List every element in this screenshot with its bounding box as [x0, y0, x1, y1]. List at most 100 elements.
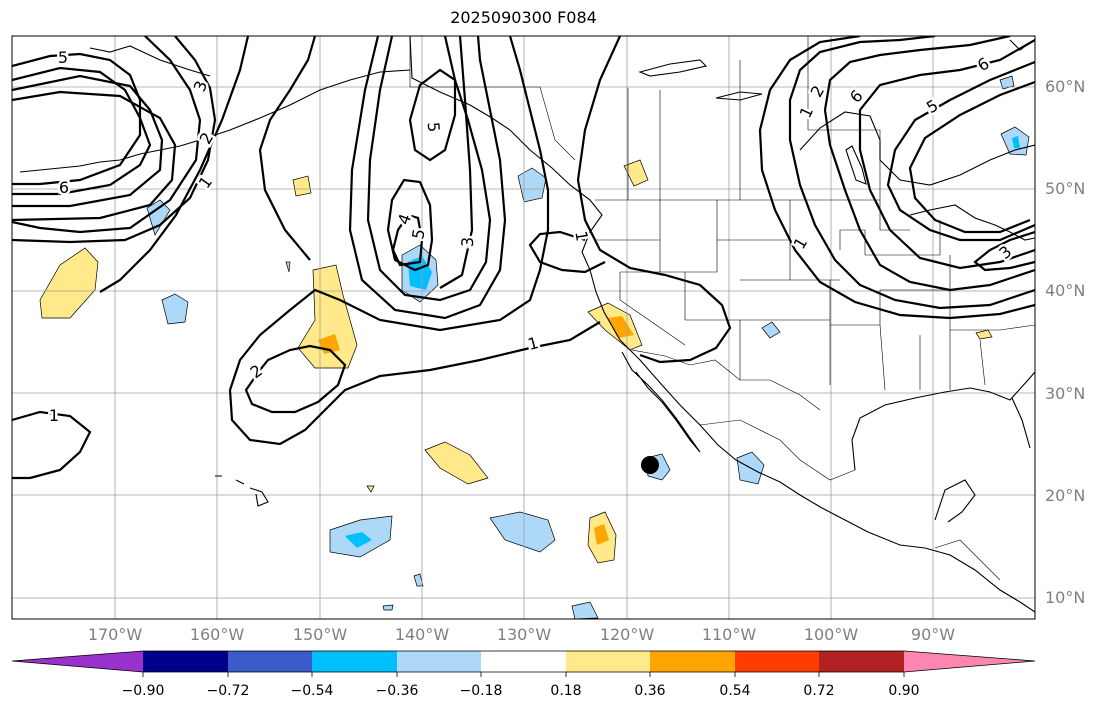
political-boundaries [409, 36, 1035, 581]
negative-anomaly [413, 573, 424, 587]
canada-province-border [627, 36, 881, 200]
longitude-label: 110°W [701, 625, 757, 644]
contour-line [348, 36, 507, 320]
arctic-island [638, 59, 708, 77]
bering-coastline [89, 45, 211, 77]
contour-label: 5 [424, 121, 444, 133]
negative-anomaly [161, 293, 189, 325]
us-canada-border [595, 199, 910, 231]
negative-anomaly [517, 167, 547, 203]
contour-label: 3 [458, 237, 477, 248]
positive-anomaly [975, 329, 993, 340]
contour-label: 2 [807, 82, 829, 100]
map-frame [11, 35, 1036, 620]
colorbar-tick-label: −0.90 [121, 683, 165, 699]
colorbar-tick-label: −0.54 [290, 683, 334, 699]
contour-line [99, 36, 250, 293]
contour-label: 1 [571, 229, 591, 242]
longitude-label: 120°W [599, 625, 655, 644]
colorbar-swatch-upper-extension [904, 651, 1035, 672]
baja-california-coastline [621, 351, 701, 453]
colorbar-swatch [650, 651, 735, 672]
contour-line [228, 36, 601, 446]
contour-line [788, 36, 1035, 310]
location-marker[interactable] [641, 456, 659, 474]
map-title: 2025090300 F084 [450, 8, 597, 27]
contour-label: 2 [247, 361, 266, 382]
latitude-label: 20°N [1045, 486, 1086, 505]
latitude-label: 50°N [1045, 179, 1086, 198]
contour-line [386, 178, 434, 272]
contour-line [12, 90, 177, 222]
colorbar-tick-label: 0.72 [803, 683, 835, 699]
contour-line [886, 60, 1035, 242]
colorbar-swatch [397, 651, 481, 672]
positive-anomaly [424, 441, 489, 485]
island [845, 145, 867, 185]
contour-line [12, 36, 202, 234]
florida-coastline [1011, 397, 1031, 449]
longitude-label: 130°W [496, 625, 552, 644]
contour-line [908, 80, 1035, 234]
colorbar-tick-label: 0.36 [634, 683, 666, 699]
positive-anomaly [39, 247, 99, 319]
contour-label: 4 [394, 211, 415, 227]
hawaii-islands [215, 475, 269, 507]
contour-label: 6 [974, 54, 992, 76]
colorbar-swatch [228, 651, 312, 672]
colorbar-swatch [735, 651, 819, 672]
colorbar-tick-label: −0.36 [375, 683, 419, 699]
aleutian-chain [19, 145, 181, 173]
contour-line [576, 36, 732, 364]
colorbar-tick-label: 0.90 [888, 683, 920, 699]
colorbar-tick-label: −0.72 [206, 683, 250, 699]
positive-anomaly [366, 485, 375, 493]
negative-anomaly [382, 604, 394, 611]
contour-line [528, 230, 606, 274]
contour-line [823, 36, 1035, 292]
central-america-border [934, 539, 1001, 581]
north-america-coastline [409, 36, 1035, 613]
colorbar-swatch-lower-extension [12, 651, 143, 672]
anomaly-shading [39, 75, 1030, 619]
contour-line [439, 36, 474, 289]
contour-line [258, 36, 317, 261]
contour-line [12, 36, 217, 244]
colorbar-tick-label: 0.54 [719, 683, 751, 699]
contour-label: 6 [846, 86, 867, 107]
colorbar-swatch [566, 651, 650, 672]
contour-line [391, 213, 424, 267]
longitude-label: 140°W [394, 625, 450, 644]
hudson-bay-coastline [799, 111, 1035, 186]
colorbar-swatch [143, 651, 228, 672]
longitude-label: 100°W [803, 625, 859, 644]
contour-label: 1 [790, 234, 812, 252]
contour-line [408, 68, 457, 162]
contour-label: 5 [408, 227, 428, 240]
colorbar-tick-label: −0.18 [459, 683, 503, 699]
mexico-state-border [699, 419, 856, 481]
negative-anomaly [285, 261, 291, 273]
colorbar-swatch [481, 651, 566, 672]
contour-line [758, 36, 1035, 320]
longitude-label: 150°W [292, 625, 348, 644]
positive-anomaly [623, 159, 649, 187]
us-state-border [596, 200, 1035, 391]
latitude-label: 10°N [1045, 588, 1086, 607]
contour-label: 3 [190, 78, 211, 94]
negative-anomaly [408, 256, 432, 290]
contour-label: 1 [526, 333, 541, 354]
colorbar-swatch [312, 651, 397, 672]
contour-line [12, 74, 164, 208]
alaska-coastline [179, 69, 411, 147]
longitude-label: 170°W [87, 625, 143, 644]
contour-label: 5 [58, 48, 68, 67]
contour-line [973, 230, 1035, 272]
contour-label: 6 [59, 178, 69, 197]
positive-anomaly [297, 264, 358, 369]
negative-anomaly [146, 199, 171, 236]
longitude-label: 90°W [910, 625, 956, 644]
contour-label: 3 [995, 242, 1015, 263]
contour-label: 1 [49, 406, 59, 425]
